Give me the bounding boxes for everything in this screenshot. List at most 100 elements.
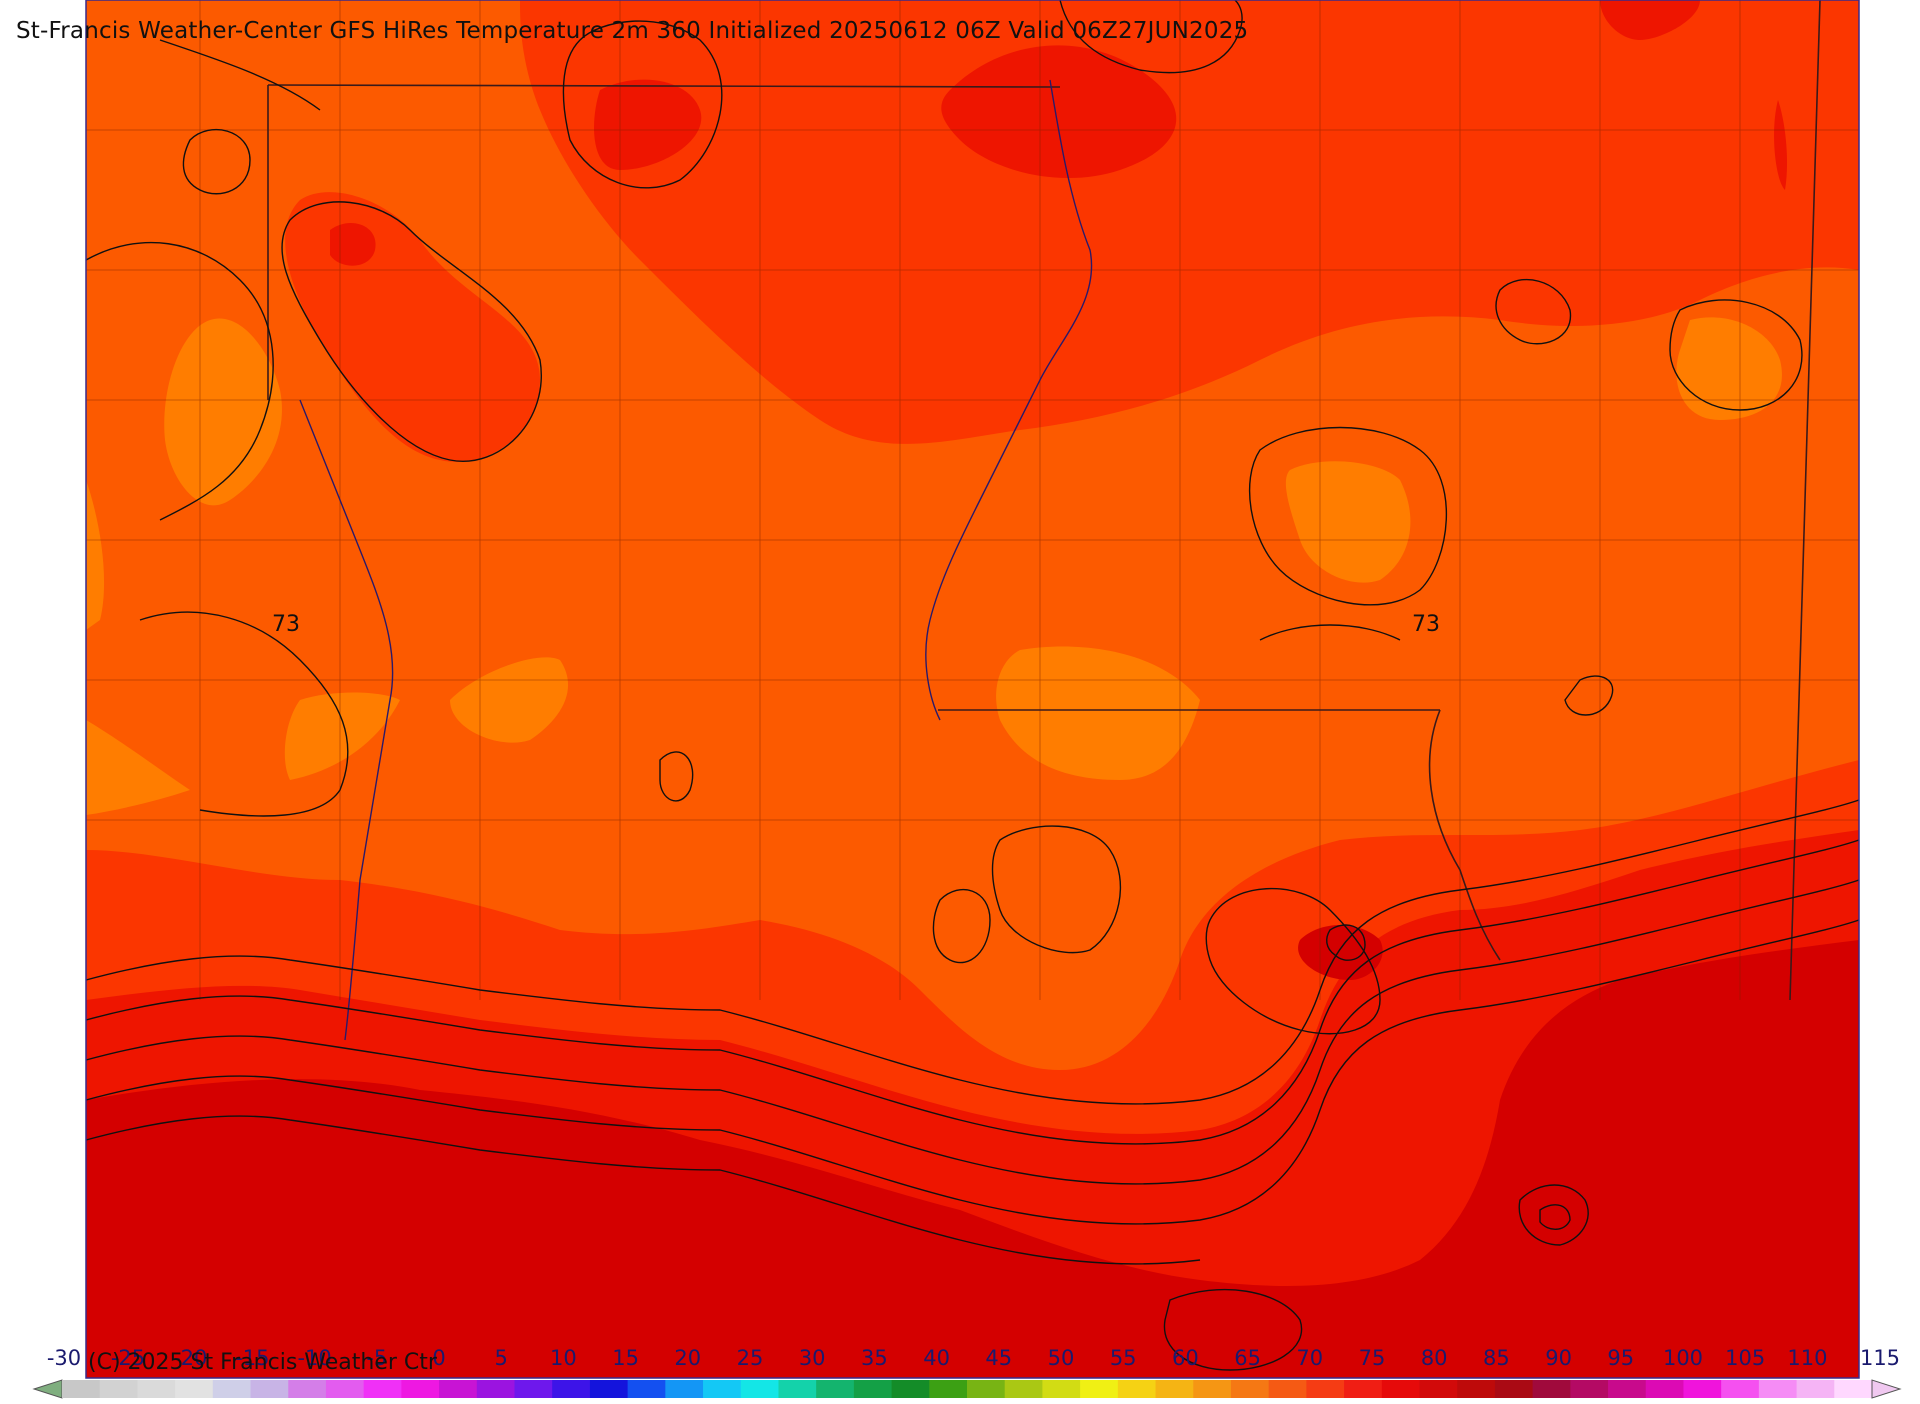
colorbar-swatch (627, 1380, 666, 1398)
colorbar-swatch (325, 1380, 365, 1398)
colorbar-tick-label: 30 (798, 1346, 826, 1370)
colorbar-swatch (1344, 1380, 1383, 1398)
colorbar-swatch (137, 1380, 176, 1398)
colorbar-swatch (1608, 1380, 1647, 1398)
colorbar-tick-label: 45 (985, 1346, 1013, 1370)
colorbar-swatch (175, 1380, 214, 1398)
colorbar-tick-label: -20 (173, 1346, 208, 1370)
colorbar-tick-label: 40 (923, 1346, 950, 1370)
colorbar-swatch (1117, 1380, 1157, 1398)
colorbar-tick-label: 20 (674, 1346, 702, 1370)
colorbar-swatch (99, 1380, 138, 1398)
colorbar-swatch (401, 1380, 440, 1398)
colorbar-labels: -30 115 -25 -20 -15 -10 -5 0 5 10 15 20 25 30 35 40 45… (0, 1346, 1920, 1376)
hot-patch-north (941, 45, 1177, 179)
colorbar-tick-label: 100 (1662, 1346, 1704, 1370)
warm-band-north (520, 0, 1859, 444)
colorbar (32, 1379, 1902, 1399)
colorbar-swatch (1193, 1380, 1232, 1398)
colorbar-swatch (1381, 1380, 1420, 1398)
contour-label-73-west: 73 (272, 612, 300, 637)
colorbar-tick-label: 80 (1420, 1346, 1448, 1370)
colorbar-swatch (476, 1380, 515, 1398)
colorbar-swatch (740, 1380, 779, 1398)
colorbar-swatch (1306, 1380, 1345, 1398)
colorbar-swatch (703, 1380, 742, 1398)
hot-patch-north-2 (594, 79, 702, 170)
colorbar-high-arrow (1871, 1379, 1902, 1399)
cool-pocket-2 (86, 480, 105, 630)
colorbar-tick-label: -5 (366, 1346, 388, 1370)
colorbar-swatch (1230, 1380, 1270, 1398)
colorbar-swatch (552, 1380, 591, 1398)
colorbar-swatch (288, 1380, 327, 1398)
copyright-text: (C) 2025 St Francis Weather Ctr (88, 1350, 437, 1375)
colorbar-swatch (1645, 1380, 1684, 1398)
colorbar-swatch (1758, 1380, 1798, 1398)
colorbar-tick-label: 5 (494, 1346, 508, 1370)
colorbar-tick-label: 10 (550, 1346, 577, 1370)
cool-pocket-7 (1285, 461, 1411, 583)
colorbar-tick-label: 15 (612, 1346, 639, 1370)
colorbar-tick-label: -10 (297, 1346, 332, 1370)
colorbar-max-label: 115 (1859, 1346, 1901, 1370)
contour-label-73-east: 73 (1412, 612, 1440, 637)
colorbar-swatch (1683, 1380, 1722, 1398)
colorbar-swatch (1155, 1380, 1194, 1398)
colorbar-tick-label: 110 (1787, 1346, 1828, 1370)
cool-pocket-3 (450, 657, 569, 743)
colorbar-swatch (967, 1380, 1006, 1398)
colorbar-swatch (1080, 1380, 1119, 1398)
colorbar-min-label: -30 (46, 1346, 82, 1370)
colorbar-swatch (514, 1380, 553, 1398)
colorbar-tick-label: -15 (235, 1346, 270, 1370)
cool-pocket-5 (86, 720, 190, 815)
colorbar-swatch (1268, 1380, 1307, 1398)
colorbar-tick-label: 50 (1047, 1346, 1075, 1370)
colorbar-tick-label: 105 (1725, 1346, 1766, 1370)
colorbar-tick-label: 0 (432, 1346, 446, 1370)
cool-pocket-1 (164, 318, 282, 506)
hot-patch-ne-2 (1774, 100, 1788, 190)
colorbar-swatch (250, 1380, 289, 1398)
rivers (299, 79, 1093, 1041)
isotherms (85, 0, 1860, 1371)
colorbar-tick-label: 25 (736, 1346, 764, 1370)
colorbar-swatch (1419, 1380, 1458, 1398)
colorbar-swatch (62, 1380, 101, 1398)
colorbar-tick-label: 75 (1358, 1346, 1386, 1370)
gulf-field (86, 940, 1859, 1378)
colorbar-swatch (212, 1380, 252, 1398)
colorbar-swatch (778, 1380, 817, 1398)
colorbar-tick-label: 90 (1545, 1346, 1572, 1370)
colorbar-swatch (1834, 1380, 1873, 1398)
hot-patch-nw (330, 222, 376, 266)
colorbar-tick-label: 85 (1483, 1346, 1510, 1370)
colorbar-swatch (1457, 1380, 1496, 1398)
colorbar-swatch (589, 1380, 629, 1398)
colorbar-swatch (891, 1380, 930, 1398)
colorbar-swatch (816, 1380, 855, 1398)
colorbar-swatch (1494, 1380, 1534, 1398)
colorbar-tick-label: -25 (110, 1346, 146, 1370)
colorbar-swatch (665, 1380, 704, 1398)
map-frame-border (85, 0, 1860, 1379)
cool-pocket-4 (284, 692, 400, 780)
colorbar-swatch (1570, 1380, 1609, 1398)
colorbar-swatch (1042, 1380, 1081, 1398)
colorbar-tick-label: 55 (1109, 1346, 1137, 1370)
colorbar-swatch (1796, 1380, 1835, 1398)
colorbar-swatch (439, 1380, 478, 1398)
colorbar-tick-label: 65 (1234, 1346, 1261, 1370)
colorbar-tick-label: 35 (861, 1346, 888, 1370)
colorbar-low-arrow (32, 1379, 63, 1399)
colorbar-swatch (1532, 1380, 1571, 1398)
colorbar-swatch (1004, 1380, 1043, 1398)
colorbar-tick-label: 70 (1296, 1346, 1324, 1370)
boundaries (86, 0, 1859, 1000)
cool-pocket-8 (1676, 317, 1782, 420)
colorbar-swatch (853, 1380, 893, 1398)
colorbar-tick-label: 95 (1607, 1346, 1635, 1370)
hot-patch-ne (1600, 0, 1700, 40)
